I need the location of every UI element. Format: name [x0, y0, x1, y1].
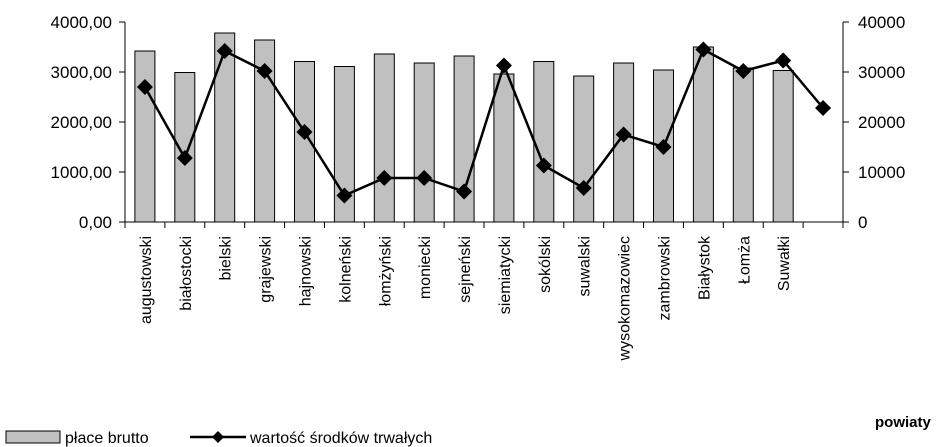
- point-marker: [695, 41, 712, 58]
- point-marker: [775, 52, 792, 69]
- category-label: bielski: [218, 236, 235, 280]
- point-marker: [735, 63, 752, 79]
- category-label: Suwałki: [776, 236, 793, 291]
- category-label: augustowski: [138, 236, 155, 324]
- bar: [772, 70, 794, 223]
- category-label: sokólski: [537, 236, 554, 293]
- axes: [119, 21, 849, 228]
- right-tick-label: 0: [858, 213, 867, 232]
- category-label: Białystok: [696, 235, 713, 300]
- bar: [692, 46, 714, 223]
- point-marker: [815, 100, 832, 116]
- point-marker: [615, 126, 632, 143]
- left-tick-label: 3000,00: [51, 63, 112, 82]
- point-marker: [176, 150, 193, 166]
- point-marker: [256, 63, 273, 79]
- point-marker: [216, 43, 233, 59]
- right-tick-label: 30000: [858, 63, 905, 82]
- bar: [214, 32, 236, 223]
- category-label: kolneński: [337, 236, 354, 303]
- series-line: [143, 47, 825, 198]
- bar: [413, 62, 435, 223]
- point-marker: [296, 124, 313, 140]
- left-tick-label: 1000,00: [51, 163, 112, 182]
- right-axis-ticks: 0 10000 20000 30000 40000: [858, 13, 905, 232]
- bar: [134, 50, 156, 223]
- point-marker: [456, 183, 473, 200]
- point-marker: [575, 180, 592, 196]
- point-marker: [376, 170, 393, 186]
- left-tick-label: 2000,00: [51, 113, 112, 132]
- category-label: białostocki: [178, 236, 195, 311]
- left-tick-label: 0,00: [79, 213, 112, 232]
- category-label: łomżyński: [377, 236, 394, 306]
- category-label: Łomża: [736, 236, 753, 284]
- point-marker: [336, 187, 353, 204]
- right-tick-label: 40000: [858, 13, 905, 32]
- point-marker: [416, 170, 433, 186]
- category-label: zambrowski: [657, 236, 674, 320]
- legend-swatch-bar: [5, 430, 61, 444]
- left-axis-ticks: 0,00 1000,00 2000,00 3000,00 4000,00: [51, 13, 112, 232]
- right-tick-label: 20000: [858, 113, 905, 132]
- category-label: moniecki: [417, 236, 434, 299]
- category-labels: augustowski białostocki bielski grajewski ha…: [138, 235, 793, 361]
- category-label: suwalski: [577, 236, 594, 296]
- point-marker: [495, 57, 512, 74]
- category-label: wysokomazowiec: [617, 236, 634, 361]
- bar-series: [134, 32, 794, 223]
- bar: [573, 75, 595, 223]
- legend-marker-diamond: [212, 431, 224, 443]
- category-label: grajewski: [258, 236, 275, 303]
- line-series: [136, 41, 832, 204]
- point-marker: [535, 157, 552, 174]
- bar: [493, 73, 515, 223]
- legend: płace brutto wartość środków trwałych: [5, 430, 432, 447]
- bar: [373, 53, 395, 223]
- legend-label-line: wartość środków trwałych: [249, 430, 432, 447]
- category-label: siemiatycki: [497, 236, 514, 314]
- legend-label-bar: płace brutto: [65, 430, 149, 447]
- category-label: hajnowski: [298, 236, 315, 306]
- category-label: sejneński: [457, 236, 474, 303]
- point-marker: [655, 139, 672, 155]
- bar: [533, 61, 555, 223]
- x-axis-title: powiaty: [875, 414, 931, 431]
- right-tick-label: 10000: [858, 163, 905, 182]
- point-marker: [136, 79, 153, 95]
- left-tick-label: 4000,00: [51, 13, 112, 32]
- bar: [732, 67, 754, 223]
